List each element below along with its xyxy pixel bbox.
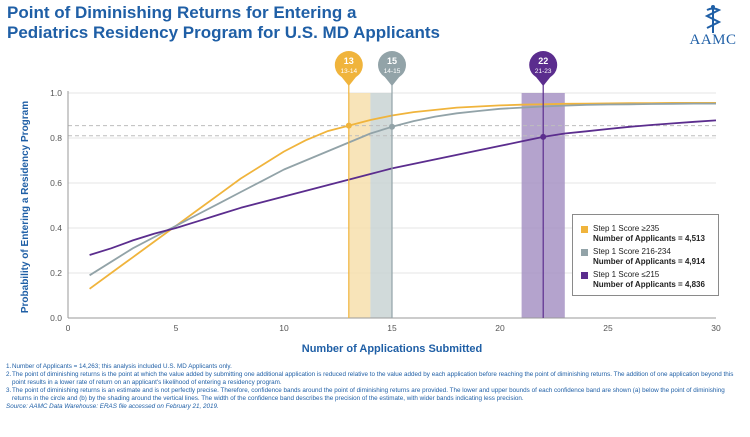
confidence-bands: [348, 93, 565, 318]
series-line: [89, 102, 716, 277]
x-tick-label: 15: [387, 323, 397, 333]
pin-value-label: 15: [387, 56, 397, 66]
legend-swatch: [581, 249, 588, 256]
pin-tail: [340, 76, 357, 86]
series-line: [89, 119, 717, 256]
diminishing-return-point: [389, 123, 395, 130]
x-tick-label: 10: [279, 323, 289, 333]
title-line-1: Point of Diminishing Returns for Enterin…: [7, 3, 357, 22]
y-tick-label: 0.2: [50, 268, 62, 278]
y-tick-label: 0.8: [50, 133, 62, 143]
y-tick-label: 0.0: [50, 313, 62, 323]
legend-swatch: [581, 272, 588, 279]
legend: Step 1 Score ≥235 Number of Applicants =…: [572, 214, 719, 296]
confidence-band: [370, 93, 392, 318]
diminishing-return-points: [345, 78, 547, 318]
confidence-band: [348, 93, 371, 318]
pin-markers: 13 13-14 15 14-15 22 21-23: [334, 51, 558, 86]
aamc-logo: AAMC: [682, 4, 744, 50]
pin-band-label: 21-23: [535, 68, 552, 75]
caduceus-icon: [704, 5, 722, 33]
pin-value-label: 13: [344, 56, 354, 66]
legend-applicants: Number of Applicants = 4,513: [593, 234, 705, 243]
series-line: [89, 102, 716, 290]
y-tick-label: 0.4: [50, 223, 62, 233]
x-axis-label: Number of Applications Submitted: [302, 343, 483, 355]
footnote-2: 2. The point of diminishing returns is th…: [6, 371, 734, 386]
legend-series-name: Step 1 Score 216-234: [593, 247, 671, 256]
pin-band-label: 14-15: [384, 68, 401, 75]
logo-text: AAMC: [689, 32, 737, 48]
x-tick-label: 5: [174, 323, 179, 333]
pin-head: [378, 51, 406, 79]
legend-applicants: Number of Applicants = 4,914: [593, 257, 705, 266]
footnote-1: 1. Number of Applicants = 14,263; this an…: [6, 363, 232, 370]
footnotes: 1. Number of Applicants = 14,263; this an…: [6, 363, 746, 411]
pin-tail: [535, 76, 552, 86]
pin-head: [529, 51, 558, 79]
legend-series-name: Step 1 Score ≥235: [593, 224, 660, 233]
pin-head: [334, 51, 363, 79]
pin-value-label: 22: [538, 56, 548, 66]
y-tick-label: 1.0: [50, 88, 62, 98]
legend-swatch: [581, 226, 588, 233]
x-tick-label: 25: [603, 323, 613, 333]
diminishing-return-point: [345, 122, 352, 129]
diminishing-return-point: [540, 133, 547, 140]
chart: 0.0 0.2 0.4 0.6 0.8 1.0 0 5 10 15 20 25 30 13 13-14 15…: [20, 51, 721, 355]
x-tick-label: 30: [711, 323, 721, 333]
legend-applicants: Number of Applicants = 4,836: [593, 280, 705, 289]
title-line-2: Pediatrics Residency Program for U.S. MD…: [7, 23, 440, 42]
footnote-3: 3. The point of diminishing returns is an…: [6, 387, 725, 402]
pin-band-label: 13-14: [340, 68, 357, 75]
y-tick-label: 0.6: [50, 178, 62, 188]
x-tick-label: 20: [495, 323, 505, 333]
page-title: Point of Diminishing Returns for Enterin…: [7, 3, 567, 43]
x-tick-label: 0: [66, 323, 71, 333]
source-note: Source: AAMC Data Warehouse: ERAS file a…: [6, 403, 219, 410]
pin-tail: [384, 76, 400, 86]
y-axis-label: Probability of Entering a Residency Prog…: [20, 101, 31, 313]
legend-series-name: Step 1 Score ≤215: [593, 270, 660, 279]
series-lines: [89, 102, 717, 290]
